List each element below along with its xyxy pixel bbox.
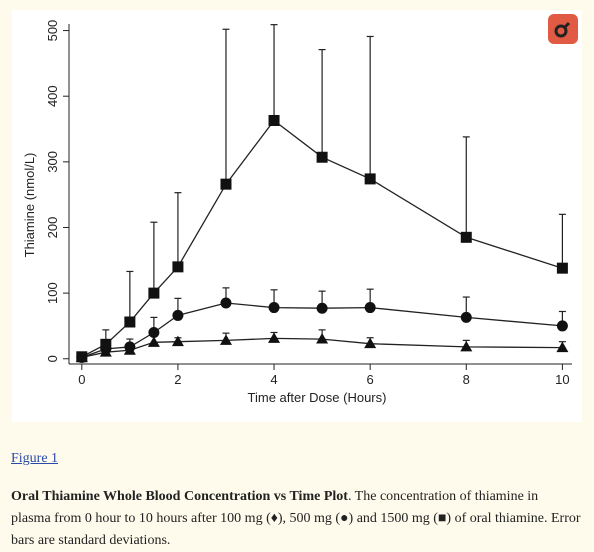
caption-title: Oral Thiamine Whole Blood Concentration … xyxy=(11,489,348,504)
point-square-0 xyxy=(76,351,88,363)
point-triangle-6 xyxy=(268,332,281,343)
point-square-7 xyxy=(316,151,328,163)
y-tick-label-0: 0 xyxy=(45,355,60,362)
x-tick-label-1: 2 xyxy=(174,372,181,387)
point-triangle-3 xyxy=(147,336,160,347)
y-tick-label-2: 200 xyxy=(45,217,60,239)
y-tick-label-3: 300 xyxy=(45,151,60,173)
point-triangle-7 xyxy=(316,333,329,344)
point-triangle-10 xyxy=(556,341,569,353)
point-square-1 xyxy=(100,338,112,350)
point-triangle-4 xyxy=(171,335,184,347)
point-circle-5 xyxy=(220,297,232,309)
y-tick-label-4: 400 xyxy=(45,85,60,107)
point-triangle-9 xyxy=(460,340,473,352)
point-square-4 xyxy=(172,261,184,273)
point-circle-4 xyxy=(172,309,184,321)
y-axis-title: Thiamine (nmol/L) xyxy=(22,153,37,258)
x-axis-title: Time after Dose (Hours) xyxy=(248,390,387,405)
x-tick-label-2: 4 xyxy=(270,372,277,387)
x-tick-label-0: 0 xyxy=(78,372,85,387)
caption-text: . The concentration of thiamine in plasm… xyxy=(11,489,581,548)
point-circle-6 xyxy=(268,302,280,314)
y-tick-label-1: 100 xyxy=(45,282,60,304)
point-square-9 xyxy=(460,231,472,243)
point-triangle-5 xyxy=(219,334,232,345)
point-square-3 xyxy=(148,287,160,299)
point-circle-3 xyxy=(148,326,160,338)
point-circle-2 xyxy=(124,341,136,353)
x-tick-label-4: 8 xyxy=(463,372,470,387)
x-tick-label-5: 10 xyxy=(555,372,569,387)
point-circle-8 xyxy=(364,302,376,314)
logo-badge[interactable] xyxy=(548,14,578,44)
point-circle-7 xyxy=(316,302,328,314)
point-triangle-8 xyxy=(364,337,377,349)
point-square-8 xyxy=(364,173,376,185)
point-square-10 xyxy=(556,262,568,274)
point-circle-10 xyxy=(556,320,568,332)
x-tick-label-3: 6 xyxy=(367,372,374,387)
figure-caption-block: Figure 1 Oral Thiamine Whole Blood Conce… xyxy=(11,448,581,552)
axes xyxy=(68,24,572,365)
chart-panel: 0 2 4 6 8 10 0 100 200 300 400 500 Time after Dose … xyxy=(12,10,582,422)
point-square-2 xyxy=(124,316,136,328)
logo-icon xyxy=(554,21,571,38)
series-markers xyxy=(75,114,569,363)
y-tick-label-5: 500 xyxy=(45,20,60,42)
point-square-5 xyxy=(220,178,232,190)
point-square-6 xyxy=(268,114,280,126)
figure-link[interactable]: Figure 1 xyxy=(11,451,59,466)
point-circle-9 xyxy=(460,311,472,323)
